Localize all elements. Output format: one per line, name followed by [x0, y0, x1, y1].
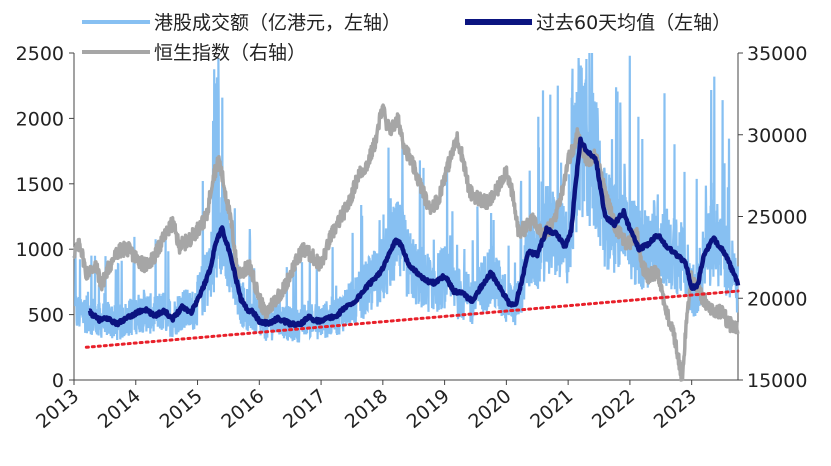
legend-label-turnover: 港股成交额（亿港元，左轴） — [154, 12, 401, 34]
x-tick-label: 2014 — [94, 385, 145, 433]
series-ma60-line — [87, 136, 741, 329]
y-right-tick-label: 15000 — [747, 370, 807, 392]
x-tick-label: 2019 — [403, 385, 454, 433]
y-left-tick-label: 2000 — [16, 108, 64, 130]
x-tick-label: 2023 — [650, 385, 701, 433]
series-turnover-line — [74, 52, 739, 343]
y-left-tick-label: 2500 — [16, 43, 64, 65]
x-tick-label: 2015 — [156, 385, 207, 433]
series-hsi-line — [72, 103, 740, 382]
y-right-tick-label: 25000 — [747, 207, 807, 229]
y-left-tick-label: 1000 — [16, 239, 64, 261]
y-left-tick-label: 1500 — [16, 174, 64, 196]
y-right-tick-label: 20000 — [747, 288, 807, 310]
legend: 港股成交额（亿港元，左轴） 过去60天均值（左轴） 恒生指数（右轴） — [82, 12, 731, 64]
x-tick-label: 2016 — [217, 385, 268, 433]
y-right-tick-label: 35000 — [747, 43, 807, 65]
y-left-tick-label: 0 — [52, 370, 64, 392]
y-left-tick-label: 500 — [28, 305, 64, 327]
x-tick-label: 2017 — [279, 385, 330, 433]
y-right-tick-label: 30000 — [747, 125, 807, 147]
x-tick-label: 2018 — [341, 385, 392, 433]
x-tick-label: 2022 — [588, 385, 639, 433]
plot-area — [72, 52, 741, 382]
legend-label-hsi: 恒生指数（右轴） — [154, 42, 306, 64]
x-tick-label: 2020 — [464, 385, 515, 433]
series-trend-line — [84, 289, 740, 349]
legend-label-ma60: 过去60天均值（左轴） — [536, 12, 731, 34]
x-tick-label: 2013 — [32, 385, 83, 433]
axes: 0 500 1000 1500 2000 2500 15000 20000 25000 30000… — [16, 43, 808, 433]
x-tick-label: 2021 — [526, 385, 577, 433]
